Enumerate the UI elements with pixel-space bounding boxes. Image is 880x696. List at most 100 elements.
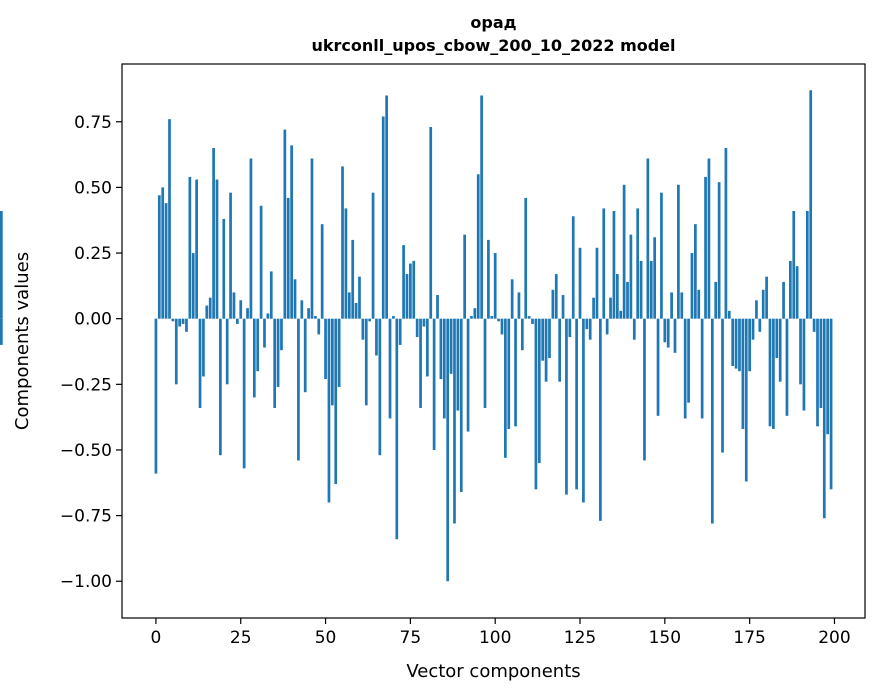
bar (595, 247, 599, 319)
bar (409, 263, 412, 319)
bar (463, 234, 467, 319)
x-tick-label: 50 (315, 628, 337, 648)
bar (537, 318, 541, 464)
bar (517, 292, 521, 319)
bar (510, 279, 514, 319)
bar (252, 318, 256, 398)
bar (755, 300, 758, 319)
bar (748, 318, 751, 372)
bar (324, 318, 327, 380)
bar (738, 318, 741, 372)
bar (694, 224, 697, 319)
chart-subtitle: ukrconll_upos_cbow_200_10_2022 model (311, 36, 675, 55)
bar (202, 318, 205, 377)
bar (541, 318, 545, 361)
bar (480, 95, 483, 319)
bar (320, 224, 324, 319)
bar (212, 148, 215, 319)
bar (280, 318, 283, 351)
bar (290, 145, 293, 319)
bar (439, 318, 443, 380)
bar (683, 318, 687, 419)
bar (470, 316, 473, 319)
bar (351, 239, 355, 319)
bar (775, 318, 779, 359)
x-tick-label: 75 (400, 628, 422, 648)
bar (571, 216, 575, 319)
bar (381, 116, 385, 319)
bar (449, 318, 453, 374)
bar (588, 318, 592, 340)
bar (235, 318, 239, 324)
bar (191, 253, 195, 319)
bar (812, 318, 816, 332)
bar (239, 300, 243, 319)
bar (219, 318, 222, 456)
chart-title: орад (470, 13, 516, 32)
bar (636, 208, 640, 319)
bar (310, 158, 314, 319)
bar (822, 318, 826, 519)
bar (795, 266, 799, 319)
y-tick-label: −1.00 (60, 572, 112, 592)
bar (368, 318, 372, 322)
bar (768, 318, 772, 427)
bar (402, 245, 405, 319)
bar (473, 308, 477, 319)
bar (714, 281, 718, 319)
bar (276, 318, 280, 387)
y-tick-label: 0.00 (74, 310, 112, 330)
bar (653, 237, 657, 319)
bar (178, 318, 182, 327)
bar (195, 179, 198, 319)
bar (422, 318, 426, 327)
bar (690, 253, 694, 319)
bar (751, 318, 755, 340)
y-tick-label: 0.75 (74, 113, 112, 133)
bar (602, 208, 606, 319)
bar (378, 318, 382, 456)
bar (388, 318, 392, 419)
bar (459, 318, 463, 492)
bar (663, 318, 667, 343)
bar (785, 318, 789, 416)
bar (551, 289, 555, 319)
bar (622, 184, 626, 319)
y-tick-label: 0.50 (74, 178, 112, 198)
bar (273, 318, 277, 408)
bar (680, 292, 684, 319)
bar (809, 90, 813, 319)
bar (205, 305, 209, 319)
y-tick-label: −0.25 (60, 375, 112, 395)
bar (242, 318, 246, 469)
x-tick-label: 200 (818, 628, 850, 648)
bar (707, 158, 711, 319)
bar (405, 274, 409, 319)
bar (731, 318, 735, 366)
bar (829, 318, 833, 490)
bar (266, 313, 270, 319)
bar (297, 318, 300, 461)
y-axis-label: Components values (12, 252, 33, 430)
bar (490, 316, 494, 319)
bar (208, 297, 212, 319)
bar (765, 276, 768, 319)
bar (741, 318, 745, 429)
bar (487, 239, 490, 319)
bar (758, 318, 762, 332)
bar (395, 318, 399, 540)
bar (371, 192, 375, 319)
bar (592, 297, 595, 319)
bar (527, 316, 531, 319)
x-tick-label: 25 (230, 628, 252, 648)
x-tick-label: 0 (151, 628, 162, 648)
bar (619, 310, 623, 319)
bar (361, 318, 365, 340)
bar (585, 318, 589, 330)
x-axis-ticks: 0 25 50 75 100 125 150 175 200 (151, 618, 851, 648)
bar (185, 318, 188, 332)
bar (816, 318, 819, 427)
bar (727, 310, 731, 319)
bar (721, 318, 724, 453)
bar (534, 318, 538, 490)
